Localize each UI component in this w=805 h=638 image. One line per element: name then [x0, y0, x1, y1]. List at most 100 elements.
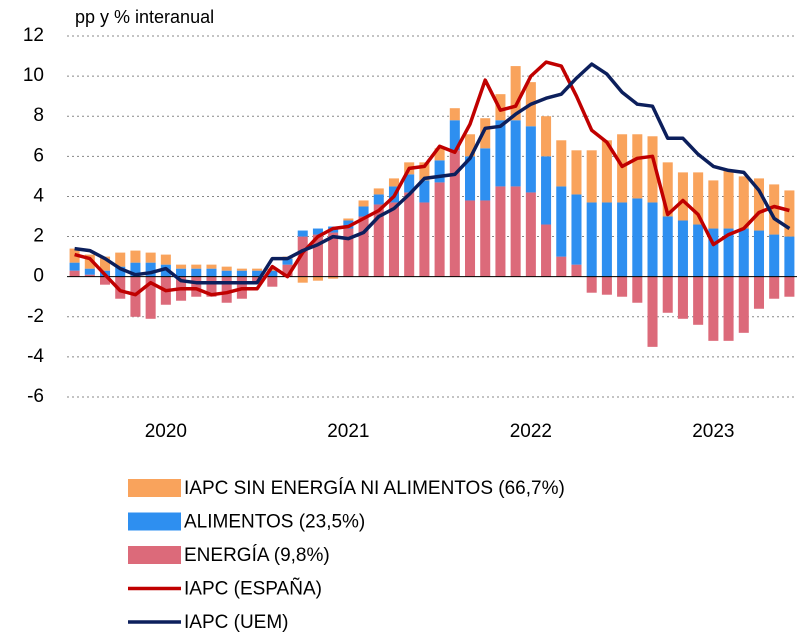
bar-segment	[115, 276, 126, 299]
bar-segment	[100, 256, 111, 271]
legend-swatch	[128, 546, 181, 564]
bar-segment	[647, 202, 658, 277]
bar-segment	[586, 150, 597, 203]
bar-segment	[343, 228, 354, 277]
bar-segment	[617, 276, 628, 297]
bar-segment	[358, 200, 369, 207]
bar-segment	[373, 194, 384, 205]
bar-segment	[252, 268, 263, 271]
bar-segment	[556, 186, 567, 257]
bar-segment	[571, 264, 582, 277]
bar-segment	[343, 218, 354, 221]
bar-segment	[586, 276, 597, 293]
bar-segment	[145, 252, 156, 263]
bar-segment	[769, 276, 780, 299]
bar-segment	[160, 254, 171, 265]
bar-segment	[312, 276, 323, 281]
bar-segment	[206, 276, 217, 297]
bar-segment	[373, 204, 384, 277]
y-tick-label: 6	[33, 145, 44, 166]
bar-segment	[206, 264, 217, 269]
bar-segment	[784, 190, 795, 237]
bar-segment	[312, 234, 323, 277]
bar-segment	[115, 266, 126, 277]
legend-label: ENERGÍA (9,8%)	[184, 545, 330, 566]
legend-swatch	[128, 512, 181, 531]
bar-segment	[693, 224, 704, 277]
bar-segment	[738, 176, 749, 229]
bar-segment	[388, 178, 399, 187]
bar-segment	[753, 230, 764, 277]
legend-label: IAPC SIN ENERGÍA NI ALIMENTOS (66,7%)	[184, 478, 565, 499]
bar-segment	[84, 268, 95, 275]
bar-segment	[221, 270, 232, 277]
bar-segment	[510, 66, 521, 121]
bar-segment	[556, 256, 567, 277]
bar-segment	[617, 134, 628, 203]
bar-segment	[632, 134, 643, 199]
x-tick-label: 2023	[692, 421, 734, 442]
bar-segment	[434, 148, 445, 161]
bar-segment	[571, 150, 582, 195]
bar-segment	[662, 216, 673, 277]
y-tick-label: 4	[33, 185, 44, 206]
legend-label: IAPC (ESPAÑA)	[184, 578, 322, 600]
bar-segment	[191, 276, 202, 297]
bar-segment	[510, 120, 521, 187]
y-tick-label: 8	[33, 105, 44, 126]
bar-segment	[84, 274, 95, 277]
bar-segment	[328, 276, 339, 279]
x-tick-label: 2021	[327, 421, 369, 442]
bar-segment	[480, 148, 491, 201]
bar-segment	[495, 186, 506, 277]
bar-segment	[236, 268, 247, 271]
bar-segment	[769, 184, 780, 235]
bar-segment	[282, 258, 293, 265]
legend-label: ALIMENTOS (23,5%)	[184, 512, 365, 533]
bar-segment	[130, 262, 141, 277]
bar-segment	[312, 228, 323, 235]
bar-segment	[328, 232, 339, 277]
bar-segment	[723, 276, 734, 341]
bar-segment	[465, 156, 476, 201]
bar-segment	[541, 156, 552, 225]
bar-segment	[358, 206, 369, 217]
bar-segment	[434, 160, 445, 183]
bar-segment	[206, 268, 217, 277]
bar-segment	[419, 202, 430, 277]
bar-segment	[769, 234, 780, 277]
bar-segment	[267, 276, 278, 287]
bar-segment	[662, 162, 673, 217]
bar-segment	[282, 264, 293, 277]
bar-segment	[419, 162, 430, 181]
bar-segment	[738, 228, 749, 277]
bar-segment	[404, 174, 415, 193]
line-series	[74, 62, 791, 285]
legend-label: IAPC (UEM)	[184, 612, 289, 633]
bar-segment	[343, 220, 354, 229]
bar-segment	[571, 194, 582, 265]
y-tick-label: 12	[23, 25, 44, 46]
bar-segment	[525, 192, 536, 277]
bar-segment	[115, 252, 126, 267]
bar-segment	[784, 236, 795, 277]
bar-segment	[753, 276, 764, 309]
bar-segment	[708, 228, 719, 277]
bar-segment	[647, 136, 658, 203]
bar-segment	[480, 200, 491, 277]
bar-segment	[480, 118, 491, 149]
bar-segment	[723, 228, 734, 277]
bar-segment	[708, 276, 719, 341]
bar-segment	[601, 276, 612, 295]
bar-segment	[465, 134, 476, 157]
x-tick-label: 2022	[510, 421, 552, 442]
y-tick-label: 0	[33, 266, 44, 287]
bar-segment	[693, 276, 704, 325]
bar-segment	[465, 200, 476, 277]
bar-segment	[176, 264, 187, 269]
bar-segment	[784, 276, 795, 297]
y-tick-label: -4	[27, 346, 44, 367]
bar-segment	[130, 276, 141, 317]
bar-segment	[601, 140, 612, 203]
